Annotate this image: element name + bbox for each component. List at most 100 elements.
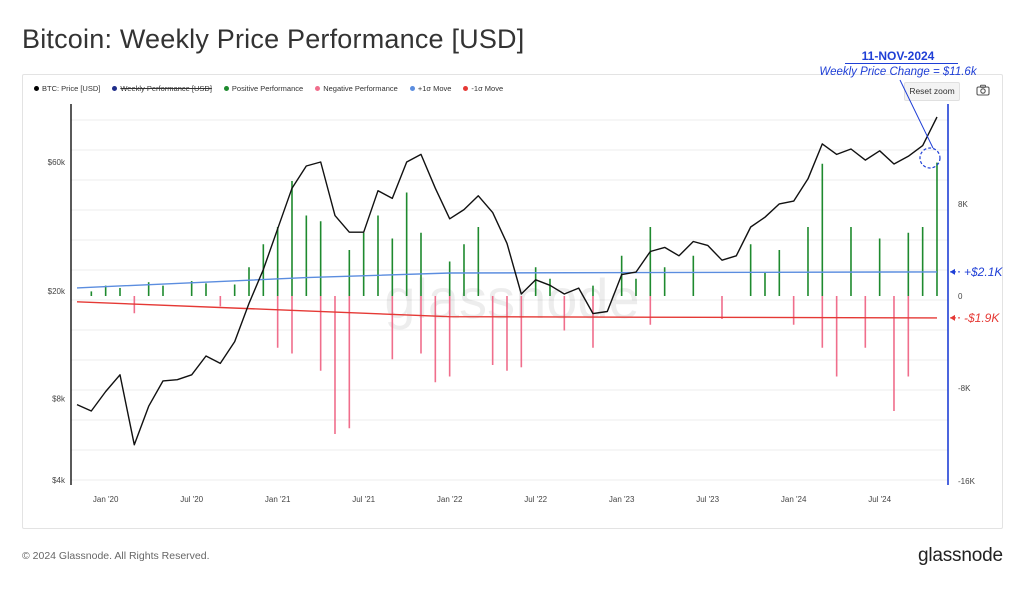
y-right-tick-label: 8K (958, 200, 968, 209)
positive-bar (692, 255, 695, 296)
y-left-tick-label: $4k (52, 476, 66, 485)
positive-bar (377, 215, 379, 296)
brand-logo: glassnode (918, 545, 1003, 566)
positive-bar (936, 162, 938, 296)
legend-dot-icon (34, 86, 39, 91)
positive-bar (778, 250, 781, 296)
positive-bar (764, 273, 766, 296)
positive-bar (921, 227, 924, 296)
legend-dot-icon (223, 86, 229, 91)
negative-bar (334, 296, 336, 434)
x-tick-label: Jul '23 (696, 495, 719, 504)
legend-item-positive[interactable]: Positive Performance (223, 84, 304, 93)
positive-bar (119, 287, 121, 296)
positive-bar (420, 232, 422, 296)
negative-bar (864, 296, 867, 348)
negative-bar (835, 296, 838, 377)
x-tick-label: Jan '22 (437, 495, 463, 504)
chart-title: Bitcoin: Weekly Price Performance [USD] (22, 24, 525, 54)
positive-bar (248, 267, 250, 296)
positive-bar (162, 285, 164, 296)
positive-bar (305, 215, 308, 296)
negative-bar (391, 296, 394, 360)
arrow-left-icon (950, 314, 955, 321)
legend-item-minus-sigma[interactable]: -1σ Move (463, 84, 503, 93)
watermark: glassnode (384, 267, 639, 330)
negative-bar (491, 296, 494, 365)
positive-bar (463, 244, 465, 296)
negative-bar (893, 296, 895, 411)
chart-frame (22, 74, 1003, 529)
legend-label: Negative Performance (323, 84, 398, 93)
negative-bar (563, 296, 566, 331)
camera-icon[interactable] (976, 84, 990, 96)
legend-item-negative[interactable]: Negative Performance (315, 84, 398, 93)
positive-bar (319, 221, 322, 296)
legend-label: Positive Performance (231, 84, 304, 93)
legend-item-weekly-performance[interactable]: Weekly Performance [USD] (112, 84, 212, 93)
legend-item-price[interactable]: BTC: Price [USD] (34, 84, 100, 93)
positive-bar (362, 232, 365, 296)
x-tick-label: Jan '21 (265, 495, 291, 504)
legend-label: -1σ Move (471, 84, 504, 93)
legend-label: Weekly Performance [USD] (120, 84, 212, 93)
x-tick-label: Jan '24 (781, 495, 807, 504)
positive-bar (205, 283, 207, 296)
negative-bar (420, 296, 422, 354)
positive-bar (549, 278, 551, 296)
positive-bar (807, 227, 809, 296)
positive-bar (291, 181, 293, 296)
legend: BTC: Price [USD] Weekly Performance [USD… (34, 84, 503, 93)
plus-sigma-line (76, 271, 938, 289)
positive-bar (391, 238, 394, 296)
positive-bar (276, 227, 279, 296)
legend-dot-icon (409, 86, 415, 91)
positive-bar (649, 227, 652, 296)
negative-bar (649, 296, 652, 325)
y-right-tick-label: -8K (958, 384, 971, 393)
legend-dot-icon (315, 86, 321, 91)
positive-bar (405, 192, 408, 296)
annotation-date: 11-NOV-2024 (861, 49, 935, 63)
negative-bar (219, 296, 222, 307)
legend-item-plus-sigma[interactable]: +1σ Move (409, 84, 452, 93)
negative-bar (792, 296, 795, 325)
y-right-tick-label: -16K (958, 477, 976, 486)
negative-bar (721, 296, 723, 319)
x-tick-label: Jul '20 (180, 495, 203, 504)
negative-bar (506, 296, 508, 371)
negative-bar (907, 296, 910, 377)
positive-bar (90, 291, 93, 296)
price-line (76, 116, 938, 446)
positive-bar (907, 232, 910, 296)
negative-bar (592, 296, 594, 348)
y-right-tick-label: 0 (958, 292, 963, 301)
positive-bar (233, 284, 236, 296)
positive-bar (147, 282, 150, 296)
x-tick-label: Jan '20 (93, 495, 119, 504)
positive-bar (850, 227, 852, 296)
negative-bar (348, 296, 351, 429)
positive-bar (749, 244, 752, 296)
arrow-left-icon (950, 268, 955, 275)
x-tick-label: Jan '23 (609, 495, 635, 504)
reset-zoom-button[interactable]: Reset zoom (904, 82, 960, 101)
legend-dot-icon (112, 86, 118, 91)
annotation-weekly-change: Weekly Price Change = $11.6k (819, 66, 977, 78)
positive-bar (348, 250, 351, 296)
plus-sigma-label: +$2.1K (964, 265, 1003, 279)
positive-bar (534, 267, 537, 296)
legend-dot-icon (463, 86, 469, 91)
negative-bar (276, 296, 279, 348)
y-left-tick-label: $20k (48, 287, 66, 296)
y-left-tick-label: $8k (52, 395, 66, 404)
y-left-tick-label: $60k (48, 158, 66, 167)
positive-bar (104, 285, 107, 296)
negative-bar (448, 296, 451, 377)
negative-bar (319, 296, 322, 371)
positive-bar (448, 261, 451, 296)
x-tick-label: Jul '21 (352, 495, 375, 504)
negative-bar (434, 296, 437, 383)
legend-label: +1σ Move (417, 84, 452, 93)
